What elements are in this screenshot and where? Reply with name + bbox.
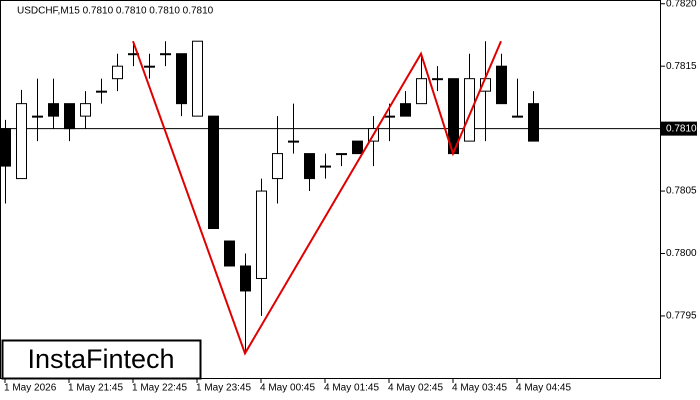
candle-body <box>416 78 427 105</box>
candle-body <box>464 78 475 142</box>
plot-frame <box>0 0 661 379</box>
candle-body <box>384 115 395 118</box>
candle-body <box>64 103 75 130</box>
candle-body <box>32 115 43 118</box>
logo-text: InstaFintech <box>27 344 174 374</box>
candle-body <box>240 265 251 292</box>
candle-body <box>176 53 187 105</box>
x-tick-label: 1 May 22:45 <box>132 383 187 394</box>
y-tick-label: 0.7795 <box>666 311 697 322</box>
pattern-line <box>132 40 502 356</box>
last-price-box <box>661 121 697 136</box>
candle-body <box>400 103 411 117</box>
x-tick-label: 4 May 01:45 <box>324 383 379 394</box>
x-tick-label: 4 May 04:45 <box>516 383 571 394</box>
x-tick-label: 1 May 23:45 <box>196 383 251 394</box>
candle-body <box>304 153 315 180</box>
last-price-label: 0.7810 <box>666 123 697 134</box>
candle-body <box>160 53 171 56</box>
candle-body <box>432 78 443 81</box>
candle-body <box>0 128 11 167</box>
candle-body <box>288 140 299 143</box>
logo: InstaFintech <box>1 339 202 380</box>
candle-body <box>256 190 267 279</box>
candle-body <box>96 90 107 93</box>
y-tick-label: 0.7820 <box>666 0 697 9</box>
candle-body <box>144 65 155 68</box>
candle-body <box>320 165 331 168</box>
candle-body <box>352 140 363 155</box>
candle-body <box>112 65 123 80</box>
candle-body <box>80 103 91 117</box>
candle-body <box>272 153 283 180</box>
candle-body <box>48 103 59 117</box>
candle-body <box>512 115 523 118</box>
candle-body <box>528 103 539 142</box>
x-tick-label: 4 May 00:45 <box>260 383 315 394</box>
candle-body <box>192 40 203 117</box>
candle-body <box>336 153 347 156</box>
candle-body <box>16 103 27 180</box>
y-tick-label: 0.7800 <box>666 248 697 259</box>
logo-box <box>1 339 202 380</box>
x-tick-label: 1 May 21:45 <box>68 383 123 394</box>
y-tick-label: 0.7805 <box>666 186 697 197</box>
x-tick-label: 4 May 03:45 <box>452 383 507 394</box>
x-tick-label: 4 May 02:45 <box>388 383 443 394</box>
candle-body <box>208 115 219 230</box>
candle-body <box>496 65 507 105</box>
y-tick-label: 0.7815 <box>666 61 697 72</box>
candle-body <box>224 240 235 267</box>
x-tick-label: 1 May 2026 <box>4 383 57 394</box>
chart-title: USDCHF,M15 0.7810 0.7810 0.7810 0.7810 <box>17 6 214 17</box>
